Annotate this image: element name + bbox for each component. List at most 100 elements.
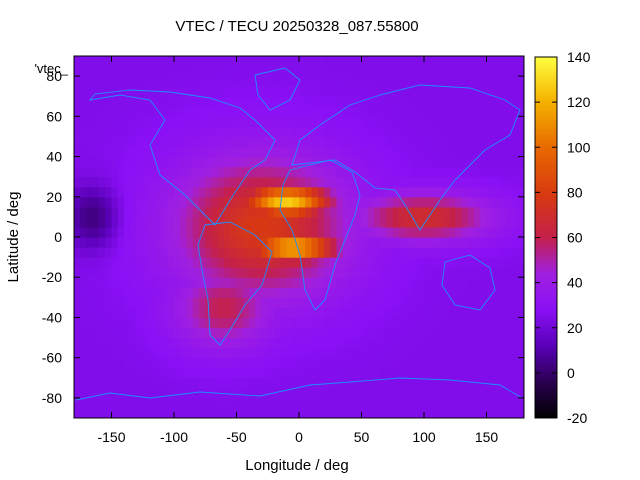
heatmap-cell: [186, 136, 194, 148]
heatmap-cell: [430, 146, 438, 158]
heatmap-cell: [267, 257, 275, 268]
heatmap-cell: [192, 347, 200, 359]
heatmap-cell: [499, 377, 506, 389]
heatmap-cell: [392, 156, 400, 168]
heatmap-cell: [230, 136, 238, 148]
heatmap-cell: [455, 56, 463, 67]
heatmap-cell: [92, 186, 100, 198]
heatmap-cell: [474, 56, 481, 67]
heatmap-cell: [161, 66, 169, 77]
chart-title: VTEC / TECU 20250328_087.55800: [175, 18, 418, 35]
heatmap-cell: [261, 237, 269, 248]
heatmap-cell: [374, 56, 381, 67]
heatmap-cell: [174, 327, 181, 339]
heatmap-cell: [392, 277, 400, 288]
heatmap-cell: [111, 176, 119, 188]
heatmap-cell: [74, 146, 81, 158]
heatmap-cell: [236, 106, 244, 117]
heatmap-cell: [330, 66, 338, 77]
heatmap-cell: [455, 146, 463, 158]
heatmap-cell: [261, 176, 269, 188]
heatmap-cell: [399, 267, 406, 278]
heatmap-cell: [142, 387, 150, 399]
heatmap-cell: [380, 196, 388, 208]
heatmap-cell: [486, 186, 494, 198]
heatmap-cell: [492, 96, 500, 107]
heatmap-cell: [442, 116, 450, 127]
x-axis-title: Longitude / deg: [245, 457, 348, 474]
x-tick-label: -100: [160, 429, 188, 445]
heatmap-cell: [305, 86, 313, 97]
heatmap-cell: [274, 287, 281, 298]
heatmap-cell: [367, 226, 375, 238]
heatmap-cell: [486, 347, 494, 359]
heatmap-cell: [311, 257, 319, 268]
heatmap-cell: [442, 337, 450, 349]
heatmap-cell: [224, 176, 231, 188]
heatmap-cell: [86, 116, 94, 127]
heatmap-cell: [205, 216, 213, 228]
heatmap-cell: [305, 307, 313, 319]
heatmap-cell: [299, 357, 306, 369]
heatmap-cell: [292, 126, 300, 138]
heatmap-cell: [511, 237, 519, 248]
heatmap-cell: [330, 146, 338, 158]
heatmap-cell: [442, 327, 450, 339]
heatmap-cell: [217, 237, 225, 248]
heatmap-cell: [261, 126, 269, 138]
heatmap-cell: [99, 317, 106, 329]
heatmap-cell: [280, 267, 288, 278]
heatmap-cell: [386, 277, 394, 288]
heatmap-cell: [92, 166, 100, 178]
heatmap-cell: [186, 297, 194, 308]
heatmap-cell: [417, 196, 425, 208]
heatmap-cell: [367, 277, 375, 288]
heatmap-cell: [405, 317, 413, 329]
heatmap-cell: [249, 377, 256, 389]
heatmap-cell: [399, 367, 406, 379]
heatmap-cell: [386, 76, 394, 87]
heatmap-cell: [205, 66, 213, 77]
heatmap-cell: [486, 156, 494, 168]
heatmap-cell: [236, 216, 244, 228]
heatmap-cell: [411, 347, 419, 359]
heatmap-cell: [305, 146, 313, 158]
heatmap-cell: [505, 377, 513, 389]
heatmap-cell: [142, 186, 150, 198]
heatmap-cell: [261, 347, 269, 359]
heatmap-cell: [386, 136, 394, 148]
heatmap-cell: [255, 56, 263, 67]
heatmap-cell: [86, 226, 94, 238]
heatmap-cell: [405, 267, 413, 278]
heatmap-cell: [517, 156, 524, 168]
heatmap-cell: [242, 186, 250, 198]
heatmap-cell: [499, 387, 506, 399]
heatmap-cell: [317, 397, 325, 409]
heatmap-cell: [380, 247, 388, 258]
heatmap-cell: [155, 407, 163, 418]
heatmap-cell: [511, 196, 519, 208]
heatmap-cell: [167, 196, 175, 208]
heatmap-cell: [230, 216, 238, 228]
heatmap-cell: [117, 56, 125, 67]
heatmap-cell: [361, 86, 369, 97]
heatmap-cell: [449, 347, 456, 359]
heatmap-cell: [186, 76, 194, 87]
heatmap-cell: [80, 377, 88, 389]
heatmap-cell: [242, 237, 250, 248]
heatmap-cell: [405, 257, 413, 268]
heatmap-cell: [142, 216, 150, 228]
heatmap-cell: [161, 206, 169, 218]
heatmap-cell: [330, 237, 338, 248]
heatmap-cell: [442, 176, 450, 188]
heatmap-cell: [274, 297, 281, 308]
heatmap-cell: [117, 307, 125, 319]
heatmap-cell: [392, 297, 400, 308]
heatmap-cell: [330, 347, 338, 359]
heatmap-cell: [174, 377, 181, 389]
heatmap-cell: [267, 247, 275, 258]
heatmap-cell: [442, 96, 450, 107]
heatmap-cell: [474, 196, 481, 208]
heatmap-cell: [424, 257, 431, 268]
